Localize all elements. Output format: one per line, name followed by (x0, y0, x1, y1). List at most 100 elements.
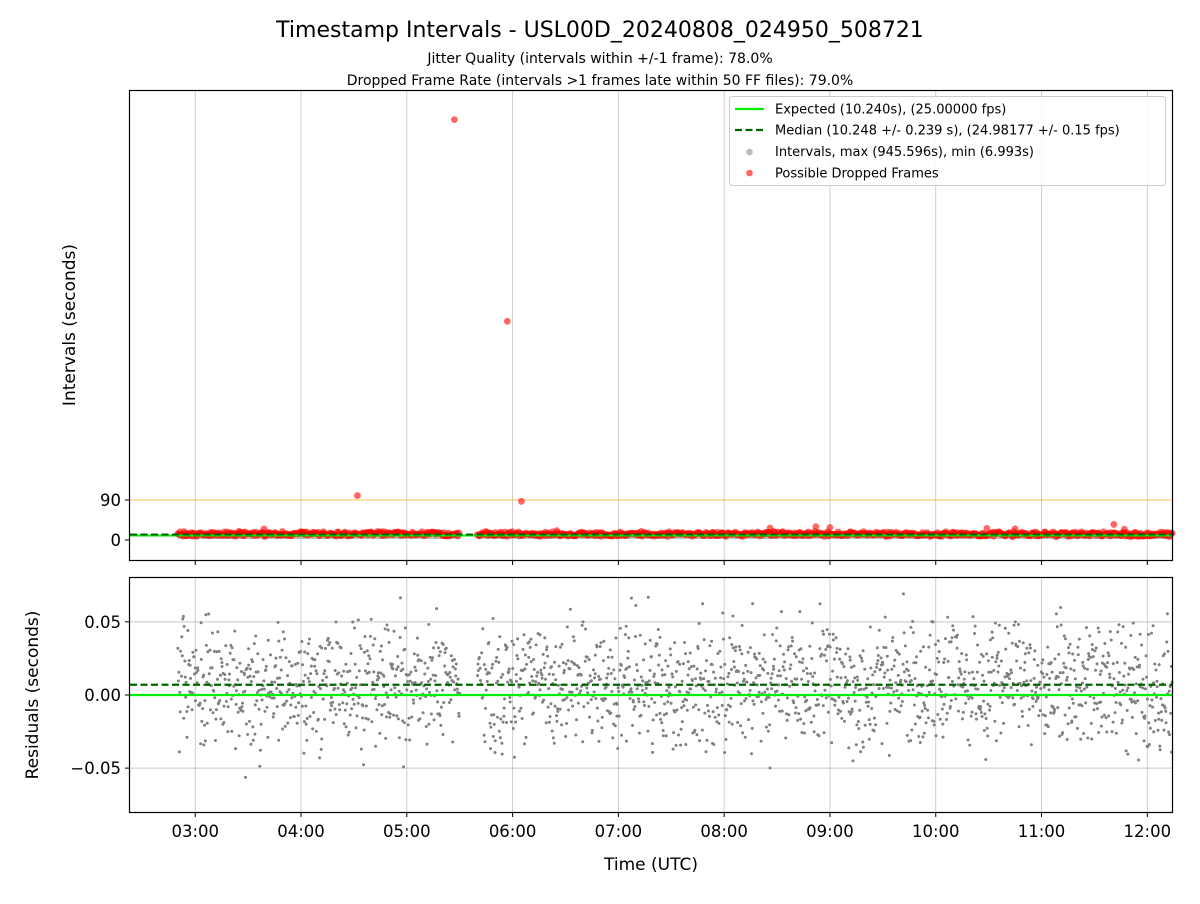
residual-point (990, 630, 994, 634)
residual-point (883, 671, 887, 675)
residual-point (902, 670, 906, 674)
residual-point (704, 750, 708, 754)
residual-point (507, 667, 511, 671)
residual-point (610, 690, 614, 694)
residual-point (991, 636, 995, 640)
residual-point (859, 656, 863, 660)
residual-point (575, 664, 579, 668)
residual-point (485, 679, 489, 683)
residual-point (873, 670, 877, 674)
residual-point (619, 663, 623, 667)
residual-point (586, 701, 590, 705)
residual-point (392, 713, 396, 717)
residual-point (183, 659, 187, 663)
residual-point (371, 680, 375, 684)
residual-point (909, 625, 913, 629)
dropped-frame-outlier (826, 524, 834, 531)
residual-point (599, 641, 603, 645)
residual-point (394, 695, 398, 699)
residual-point (1065, 737, 1069, 741)
residual-point (762, 668, 766, 672)
residual-point (180, 635, 184, 639)
residual-point (235, 689, 239, 693)
residual-point (604, 685, 608, 689)
residual-point (1012, 623, 1016, 627)
residual-point (1110, 730, 1114, 734)
residual-point (758, 673, 762, 677)
residual-point (421, 711, 425, 715)
dropped-frame-outlier (553, 527, 561, 535)
residual-point (499, 717, 503, 721)
residual-point (519, 706, 523, 710)
residual-point (384, 736, 388, 740)
residual-point (551, 673, 555, 677)
residual-point (495, 655, 499, 659)
residual-point (750, 726, 754, 730)
residual-point (1043, 732, 1047, 736)
residual-point (1047, 688, 1051, 692)
residual-point (1097, 630, 1101, 634)
residual-point (342, 669, 346, 673)
residual-point (491, 662, 495, 666)
residual-point (581, 620, 585, 624)
residual-point (809, 720, 813, 724)
residual-point (741, 731, 745, 735)
residual-point (997, 623, 1001, 627)
residual-point (540, 676, 544, 680)
residual-point (651, 718, 655, 722)
residual-point (663, 702, 667, 706)
residual-point (783, 660, 787, 664)
residual-point (1050, 670, 1054, 674)
residual-point (742, 677, 746, 681)
residual-point (532, 668, 536, 672)
residual-point (804, 709, 808, 713)
residual-point (750, 752, 754, 756)
residual-point (373, 697, 377, 701)
residual-point (300, 639, 304, 643)
residual-point (585, 655, 589, 659)
residual-point (818, 647, 822, 651)
residual-point (274, 656, 278, 660)
residual-point (348, 669, 352, 673)
residual-point (1030, 689, 1034, 693)
residual-point (740, 652, 744, 656)
residual-point (1013, 620, 1017, 624)
residual-point (813, 671, 817, 675)
residual-point (199, 657, 203, 661)
residual-point (575, 687, 579, 691)
residual-point (1109, 638, 1113, 642)
residual-point (273, 680, 277, 684)
residual-point (918, 715, 922, 719)
residual-point (251, 738, 255, 742)
residual-point (1124, 645, 1128, 649)
residual-point (1155, 679, 1159, 683)
residual-point (770, 687, 774, 691)
residual-point (593, 653, 597, 657)
residual-point (850, 707, 854, 711)
residual-point (379, 671, 383, 675)
residual-point (542, 698, 546, 702)
residual-point (1114, 700, 1118, 704)
residual-point (555, 714, 559, 718)
residual-point (354, 686, 358, 690)
residual-point (828, 645, 832, 649)
residual-point (367, 670, 371, 674)
residual-point (928, 633, 932, 637)
residual-point (912, 661, 916, 665)
residual-point (288, 716, 292, 720)
residual-point (701, 687, 705, 691)
residual-point (1135, 665, 1139, 669)
residual-point (854, 743, 858, 747)
residual-point (664, 734, 668, 738)
residual-point (373, 637, 377, 641)
residual-point (410, 715, 414, 719)
residual-point (558, 707, 562, 711)
residual-point (982, 699, 986, 703)
residual-point (665, 712, 669, 716)
residual-point (278, 676, 282, 680)
residual-point (597, 674, 601, 678)
residual-point (511, 667, 515, 671)
residual-point (687, 667, 691, 671)
residual-point (955, 633, 959, 637)
residual-point (496, 715, 500, 719)
